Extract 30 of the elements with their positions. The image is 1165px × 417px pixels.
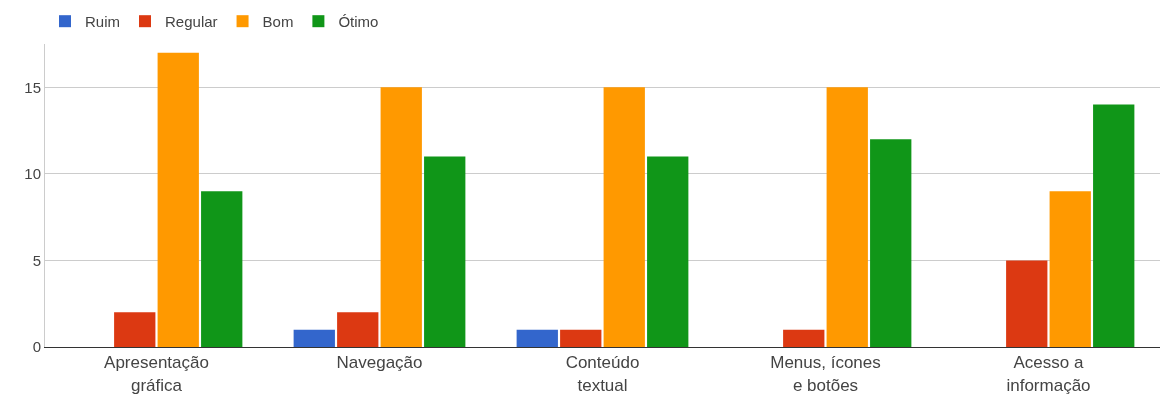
legend-label: Ótimo [338,13,379,31]
y-tick-label: 5 [32,251,41,269]
bar [516,329,558,347]
bar [1093,104,1135,347]
x-tick-label: Acesso a informação [1006,353,1091,395]
y-tick-label: 15 [24,78,41,96]
bar [380,87,422,347]
x-tick-label: Apresentação gráfica [104,353,209,395]
bar [560,329,602,347]
bar [603,87,645,347]
bar [647,156,689,347]
legend-label: Ruim [85,13,121,31]
bar [293,329,335,347]
y-tick-label: 0 [32,338,41,356]
x-tick-label: Menus, ícones e botões [770,353,881,395]
bar [870,139,912,347]
legend-label: Regular [165,13,218,31]
y-tick-label: 10 [24,165,41,183]
bar [337,312,379,347]
bar [114,312,156,347]
bar [201,191,243,347]
bar [157,52,199,347]
legend-label: Bom [262,13,294,31]
bar [1006,260,1048,347]
bar [826,87,868,347]
bar [783,329,825,347]
bar [424,156,466,347]
x-tick-label: Conteúdo textual [565,353,640,395]
x-tick-label: Navegação [336,353,423,373]
bar [1049,191,1091,347]
